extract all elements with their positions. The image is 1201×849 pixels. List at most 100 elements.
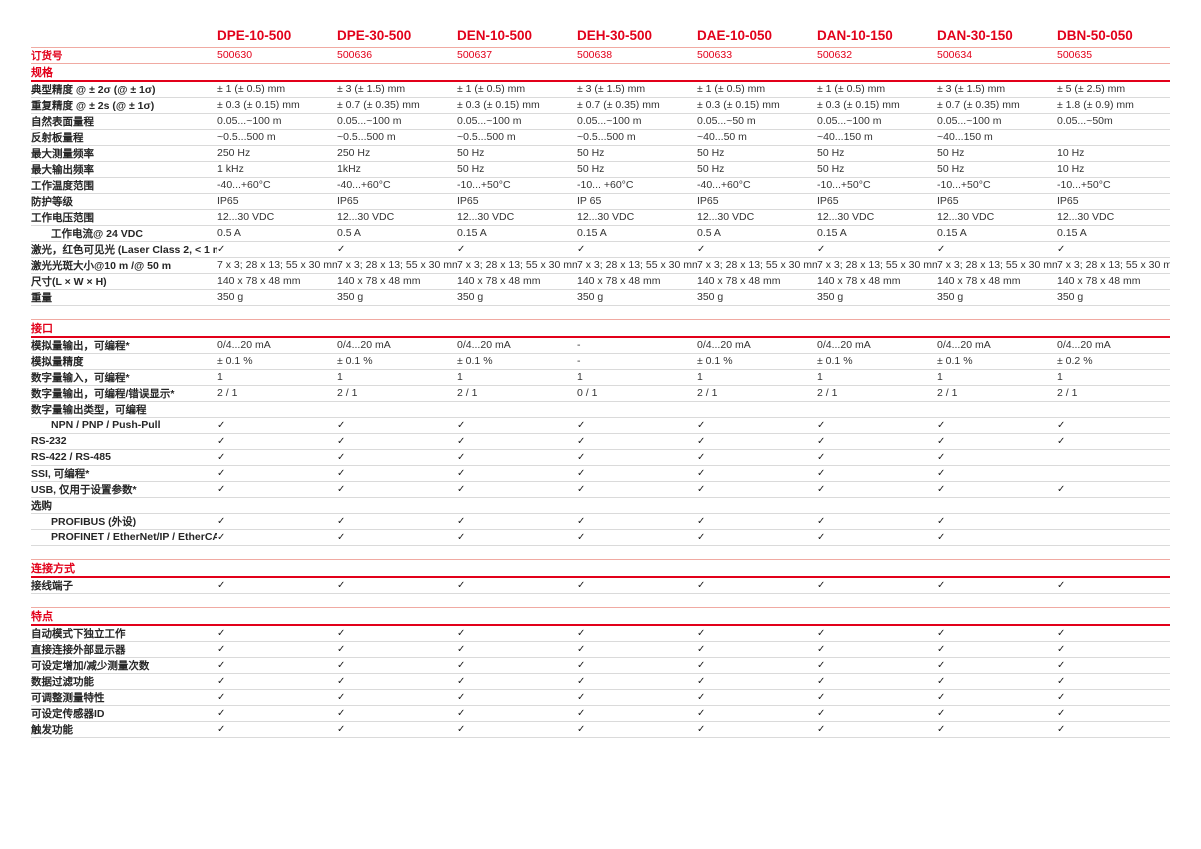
cell-DPE-10-500: ✓ bbox=[217, 705, 337, 722]
check-icon: ✓ bbox=[337, 644, 346, 655]
cell-DPE-10-500: ✓ bbox=[217, 513, 337, 530]
cell-DAN-10-150: 140 x 78 x 48 mm bbox=[817, 273, 937, 290]
cell-DAE-10-050: ✓ bbox=[697, 657, 817, 674]
cell-DBN-50-050: ± 1.8 (± 0.9) mm bbox=[1057, 97, 1170, 114]
row-label: 防护等级 bbox=[31, 193, 217, 210]
spec-row: 数据过滤功能 ✓ ✓ ✓ ✓ ✓ ✓ ✓ ✓ bbox=[31, 673, 1170, 690]
check-icon: ✓ bbox=[577, 644, 586, 655]
check-icon: ✓ bbox=[817, 436, 826, 447]
check-icon: ✓ bbox=[697, 580, 706, 591]
cell-DEN-10-500: ± 0.1 % bbox=[457, 353, 577, 370]
cell-DEH-30-500: ✓ bbox=[577, 657, 697, 674]
row-label: 重复精度 @ ± 2s (@ ± 1σ) bbox=[31, 97, 217, 114]
cell-DAN-30-150: 1 bbox=[937, 369, 1057, 386]
cell-DPE-10-500: ✓ bbox=[217, 641, 337, 658]
cell-DAE-10-050: ✓ bbox=[697, 241, 817, 258]
cell-DBN-50-050: 0/4...20 mA bbox=[1057, 336, 1170, 354]
cell-DAN-30-150: ✓ bbox=[937, 417, 1057, 434]
cell-DAN-30-150: ✓ bbox=[937, 465, 1057, 482]
check-icon: ✓ bbox=[337, 708, 346, 719]
spec-row: 防护等级 IP65 IP65 IP65 IP 65 IP65 IP65 IP65 IP65 bbox=[31, 193, 1170, 210]
cell-DEH-30-500: ✓ bbox=[577, 721, 697, 738]
row-label: 工作电流@ 24 VDC bbox=[31, 225, 217, 242]
cell-DAN-10-150: ✓ bbox=[817, 705, 937, 722]
cell-DEN-10-500: ✓ bbox=[457, 721, 577, 738]
section-title-row: 规格 bbox=[31, 63, 1170, 82]
cell-empty bbox=[817, 496, 937, 514]
cell-DBN-50-050: ✓ bbox=[1057, 417, 1170, 434]
cell-DEN-10-500: ✓ bbox=[457, 705, 577, 722]
cell-DBN-50-050 bbox=[1057, 129, 1170, 146]
cell-DAE-10-050: ✓ bbox=[697, 576, 817, 594]
cell-DPE-30-500: ✓ bbox=[337, 465, 457, 482]
cell-DAN-30-150: ✓ bbox=[937, 721, 1057, 738]
cell-DAN-30-150: ✓ bbox=[937, 433, 1057, 450]
cell-DAE-10-050: ✓ bbox=[697, 417, 817, 434]
cell-empty bbox=[217, 496, 337, 514]
check-icon: ✓ bbox=[697, 660, 706, 671]
check-icon: ✓ bbox=[457, 436, 466, 447]
check-icon: ✓ bbox=[697, 468, 706, 479]
spec-row: 触发功能 ✓ ✓ ✓ ✓ ✓ ✓ ✓ ✓ bbox=[31, 721, 1170, 738]
section-title-row: 连接方式 bbox=[31, 558, 1170, 578]
cell-DEN-10-500: 12...30 VDC bbox=[457, 209, 577, 226]
cell-DEH-30-500: ± 3 (± 1.5) mm bbox=[577, 80, 697, 98]
cell-DEN-10-500: -10...+50°C bbox=[457, 177, 577, 194]
check-icon: ✓ bbox=[697, 484, 706, 495]
cell-DBN-50-050: -10...+50°C bbox=[1057, 177, 1170, 194]
model-name-DAN-30-150: DAN-30-150 bbox=[937, 26, 1057, 48]
cell-DAN-30-150: 350 g bbox=[937, 289, 1057, 306]
cell-DAE-10-050: 12...30 VDC bbox=[697, 209, 817, 226]
spec-row: 模拟量精度 ± 0.1 % ± 0.1 % ± 0.1 % - ± 0.1 % ± 0.1 … bbox=[31, 353, 1170, 370]
spec-row: NPN / PNP / Push-Pull ✓ ✓ ✓ ✓ ✓ ✓ ✓ ✓ bbox=[31, 417, 1170, 434]
cell-DAN-10-150: ✓ bbox=[817, 624, 937, 642]
cell-DPE-30-500: ± 0.1 % bbox=[337, 353, 457, 370]
spec-row: 数字量输入，可编程* 1 1 1 1 1 1 1 1 bbox=[31, 369, 1170, 386]
check-icon: ✓ bbox=[457, 660, 466, 671]
model-name-DBN-50-050: DBN-50-050 bbox=[1057, 26, 1170, 48]
check-icon: ✓ bbox=[577, 692, 586, 703]
model-name-DPE-30-500: DPE-30-500 bbox=[337, 26, 457, 48]
spec-row: 工作电压范围 12...30 VDC 12...30 VDC 12...30 VDC 1… bbox=[31, 209, 1170, 226]
check-icon: ✓ bbox=[217, 436, 226, 447]
spec-row: 激光，红色可见光 (Laser Class 2, < 1 mW) ✓ ✓ ✓ ✓ ✓ ✓ ✓ ✓ bbox=[31, 241, 1170, 258]
cell-DAN-30-150: ✓ bbox=[937, 481, 1057, 498]
cell-DAE-10-050: ✓ bbox=[697, 641, 817, 658]
check-icon: ✓ bbox=[937, 676, 946, 687]
cell-DPE-30-500: ✓ bbox=[337, 513, 457, 530]
order-number-DAN-10-150: 500632 bbox=[817, 47, 937, 64]
check-icon: ✓ bbox=[1057, 484, 1066, 495]
cell-DPE-10-500: ✓ bbox=[217, 529, 337, 546]
cell-DAN-30-150: ✓ bbox=[937, 624, 1057, 642]
check-icon: ✓ bbox=[1057, 692, 1066, 703]
cell-DAN-10-150: ✓ bbox=[817, 529, 937, 546]
cell-DEN-10-500: ✓ bbox=[457, 689, 577, 706]
check-icon: ✓ bbox=[217, 708, 226, 719]
cell-DPE-30-500: ✓ bbox=[337, 705, 457, 722]
check-icon: ✓ bbox=[937, 420, 946, 431]
cell-DBN-50-050: 1 bbox=[1057, 369, 1170, 386]
spec-row: 自动模式下独立工作 ✓ ✓ ✓ ✓ ✓ ✓ ✓ ✓ bbox=[31, 624, 1170, 642]
check-icon: ✓ bbox=[817, 644, 826, 655]
cell-DEN-10-500: ✓ bbox=[457, 624, 577, 642]
cell-DAE-10-050: 50 Hz bbox=[697, 145, 817, 162]
cell-DBN-50-050: ✓ bbox=[1057, 641, 1170, 658]
cell-DAN-30-150: ✓ bbox=[937, 641, 1057, 658]
spec-row: RS-422 / RS-485 ✓ ✓ ✓ ✓ ✓ ✓ ✓ bbox=[31, 449, 1170, 466]
section-title-row: 特点 bbox=[31, 606, 1170, 626]
cell-DBN-50-050: ± 0.2 % bbox=[1057, 353, 1170, 370]
check-icon: ✓ bbox=[577, 628, 586, 639]
cell-DEH-30-500: ~0.5...500 m bbox=[577, 129, 697, 146]
order-number-DEN-10-500: 500637 bbox=[457, 47, 577, 64]
spacer-cell bbox=[31, 545, 1170, 559]
check-icon: ✓ bbox=[217, 676, 226, 687]
cell-DAN-10-150: -10...+50°C bbox=[817, 177, 937, 194]
cell-DBN-50-050: ✓ bbox=[1057, 576, 1170, 594]
section-title: 接口 bbox=[31, 318, 1170, 338]
spec-row: 选购 bbox=[31, 496, 1170, 514]
cell-DAN-30-150: ± 3 (± 1.5) mm bbox=[937, 80, 1057, 98]
cell-DBN-50-050 bbox=[1057, 449, 1170, 466]
check-icon: ✓ bbox=[577, 468, 586, 479]
